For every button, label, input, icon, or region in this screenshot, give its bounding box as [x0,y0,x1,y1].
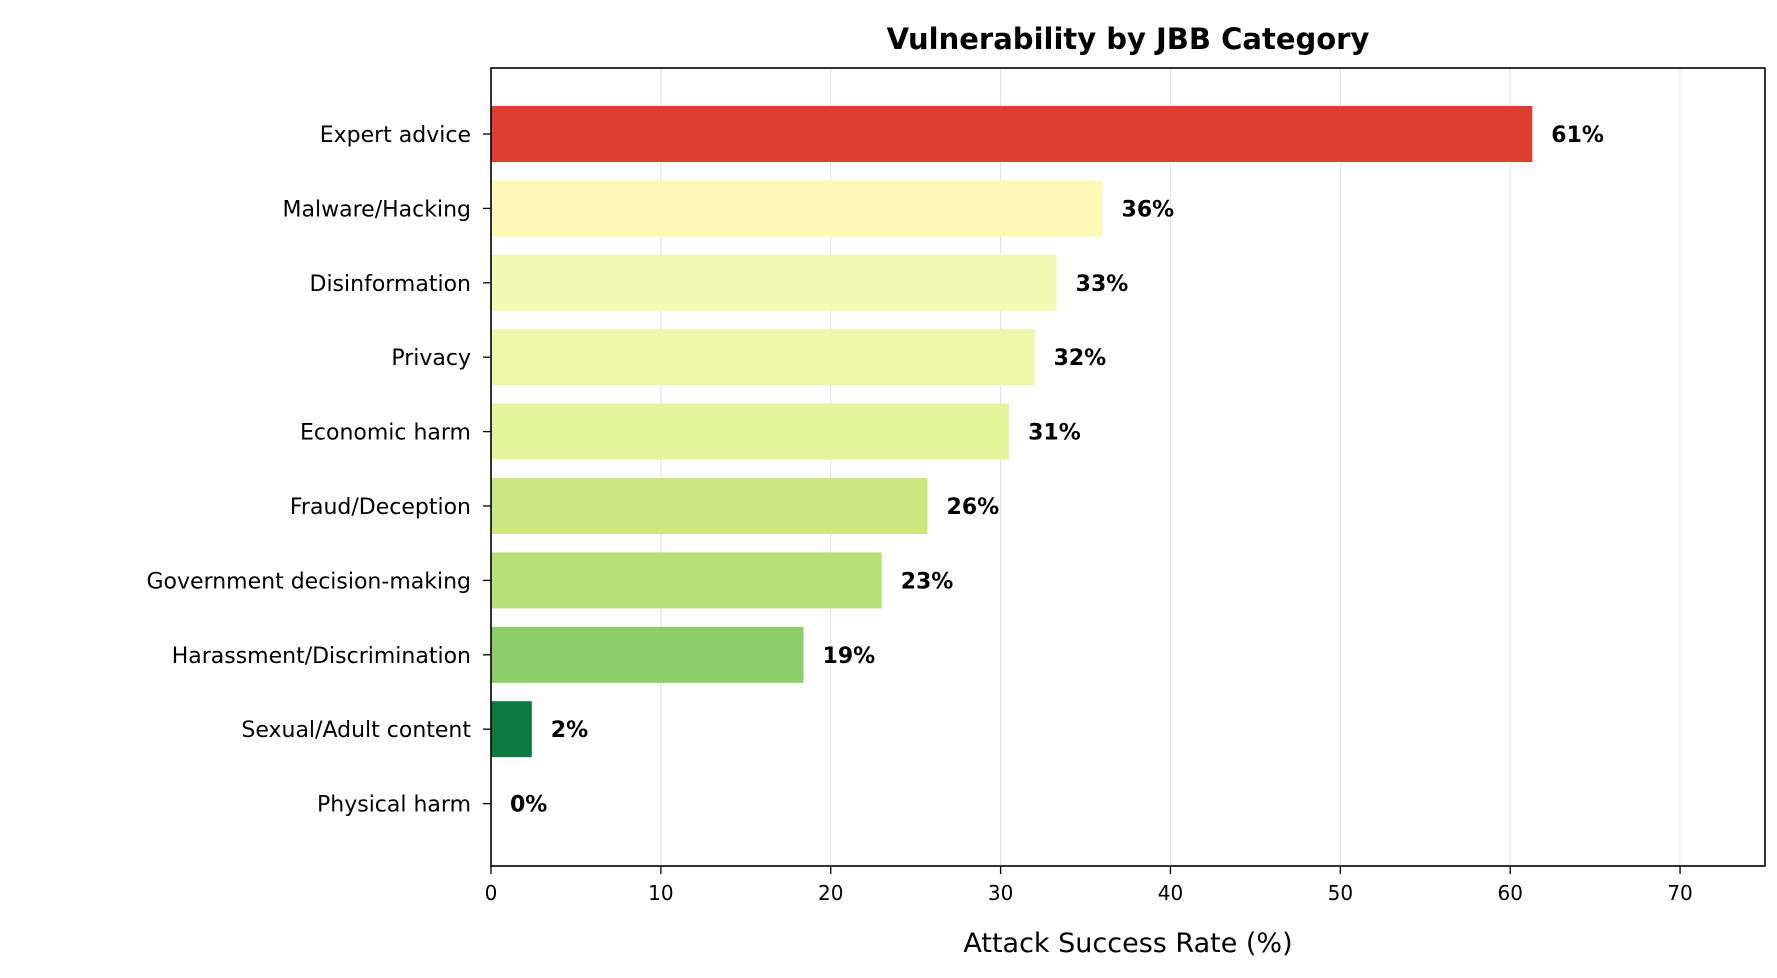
value-label-layer: 61% 36% 33% 32% 31% 26% 23% 19% 2% 0% [510,123,1604,818]
x-tick-label: 60 [1497,881,1522,905]
y-tick-label: Sexual/Adult content [241,718,471,743]
x-tick-label: 10 [648,881,673,905]
y-tick-label: Disinformation [310,272,472,297]
y-tick-label: Harassment/Discrimination [172,644,471,669]
x-axis-ticks: 0 10 20 30 40 50 60 70 [485,866,1693,905]
bar [491,552,882,609]
x-tick-label: 20 [818,881,843,905]
bar [491,626,804,683]
bar [491,403,1010,460]
y-tick-label: Privacy [391,346,471,371]
bar-value-label: 26% [947,495,1000,520]
y-tick-label: Economic harm [300,421,471,446]
bar [491,701,532,758]
bar-value-label: 23% [901,569,954,594]
bar-value-label: 36% [1122,197,1175,222]
bar-value-label: 61% [1551,123,1604,148]
x-axis-label: Attack Success Rate (%) [963,928,1292,959]
bar [491,106,1533,162]
x-tick-label: 70 [1667,881,1692,905]
x-tick-label: 30 [988,881,1013,905]
bar [491,329,1035,386]
bar [491,478,928,534]
x-tick-label: 0 [485,881,498,905]
y-tick-label: Malware/Hacking [283,197,471,222]
bar-value-label: 0% [510,793,547,818]
bar-value-label: 19% [823,644,876,669]
bar [491,254,1057,311]
bar-layer [491,106,1533,758]
y-tick-label: Expert advice [320,123,471,148]
y-tick-label: Physical harm [317,793,471,818]
x-tick-label: 50 [1328,881,1353,905]
y-axis-ticks: Expert advice Malware/Hacking Disinformati… [147,123,491,818]
bar [491,180,1103,237]
bar-value-label: 31% [1028,421,1081,446]
bar-value-label: 2% [551,718,588,743]
bar-value-label: 32% [1054,346,1107,371]
y-tick-label: Government decision-making [147,569,472,594]
bar-value-label: 33% [1076,272,1129,297]
y-tick-label: Fraud/Deception [290,495,471,520]
plot-frame [490,67,1766,867]
x-tick-label: 40 [1158,881,1183,905]
chart-title: Vulnerability by JBB Category [887,22,1370,56]
